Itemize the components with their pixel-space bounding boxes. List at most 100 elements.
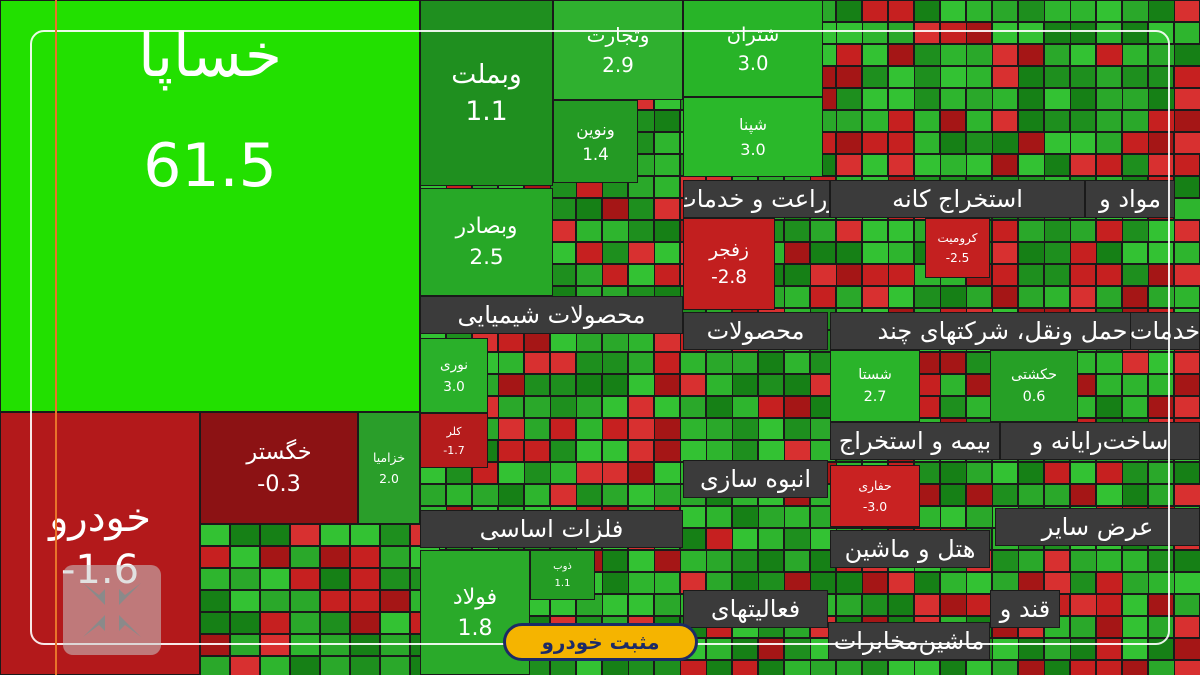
- stock-cell: [230, 546, 260, 568]
- stock-cell: [992, 44, 1018, 66]
- stock-cell: [888, 154, 914, 176]
- stock-cell: [602, 352, 628, 374]
- stock-cell: [1174, 132, 1200, 154]
- stock-cell: [654, 572, 680, 594]
- tile-change: 0.6: [1022, 389, 1046, 405]
- tile-change: 1.1: [554, 578, 571, 589]
- stock-cell: [1122, 44, 1148, 66]
- tile-symbol: کرومیت: [937, 231, 978, 245]
- stock-cell: [680, 374, 706, 396]
- stock-tile: زفجر 2.8-: [683, 218, 775, 310]
- stock-cell: [602, 484, 628, 506]
- stock-cell: [1096, 286, 1122, 308]
- stock-cell: [230, 590, 260, 612]
- tile-change: 2.7: [863, 389, 887, 405]
- stock-cell: [1148, 594, 1174, 616]
- stock-cell: [914, 110, 940, 132]
- stock-cell: [1122, 242, 1148, 264]
- tile-symbol: ذوب: [553, 561, 572, 572]
- stock-cell: [862, 22, 888, 44]
- stock-cell: [1044, 264, 1070, 286]
- stock-cell: [1096, 110, 1122, 132]
- stock-cell: [1070, 572, 1096, 594]
- stock-cell: [1070, 154, 1096, 176]
- stock-cell: [628, 352, 654, 374]
- stock-cell: [1174, 286, 1200, 308]
- stock-cell: [992, 88, 1018, 110]
- stock-cell: [1148, 242, 1174, 264]
- stock-cell: [1174, 44, 1200, 66]
- stock-cell: [320, 612, 350, 634]
- stock-cell: [1044, 550, 1070, 572]
- stock-cell: [914, 572, 940, 594]
- stock-tile: وبصادر 2.5: [420, 188, 553, 296]
- tile-symbol: کلر: [446, 424, 462, 438]
- tile-change: 1.7-: [443, 443, 465, 457]
- tile-symbol: خزامیا: [372, 450, 406, 465]
- stock-cell: [836, 286, 862, 308]
- stock-cell: [992, 462, 1018, 484]
- stock-cell: [446, 484, 472, 506]
- stock-cell: [888, 0, 914, 22]
- stock-cell: [1018, 462, 1044, 484]
- stock-cell: [230, 656, 260, 675]
- stock-cell: [230, 568, 260, 590]
- stock-cell: [862, 220, 888, 242]
- stock-cell: [992, 286, 1018, 308]
- stock-cell: [498, 484, 524, 506]
- stock-cell: [230, 612, 260, 634]
- stock-cell: [350, 590, 380, 612]
- frame: [30, 30, 1170, 645]
- stock-cell: [784, 220, 810, 242]
- tile-change: 2.5: [469, 245, 504, 270]
- stock-cell: [758, 550, 784, 572]
- stock-cell: [992, 154, 1018, 176]
- stock-cell: [1018, 484, 1044, 506]
- stock-cell: [940, 110, 966, 132]
- stock-tile: وتجارت 2.9: [553, 0, 683, 100]
- stock-cell: [784, 286, 810, 308]
- stock-cell: [1122, 374, 1148, 396]
- sector-header: محصولات شیمیایی: [420, 296, 683, 334]
- stock-tile: شپنا 3.0: [683, 97, 823, 177]
- stock-cell: [862, 594, 888, 616]
- stock-cell: [524, 374, 550, 396]
- tile-change: 2.8-: [711, 267, 747, 288]
- stock-cell: [940, 88, 966, 110]
- tile-change: 61.5: [143, 131, 277, 201]
- stock-cell: [260, 524, 290, 546]
- stock-cell: [888, 132, 914, 154]
- stock-cell: [784, 242, 810, 264]
- stock-cell: [1174, 594, 1200, 616]
- stock-cell: [350, 546, 380, 568]
- stock-cell: [966, 66, 992, 88]
- stock-cell: [706, 660, 732, 675]
- stock-cell: [1070, 22, 1096, 44]
- stock-cell: [350, 634, 380, 656]
- stock-cell: [628, 198, 654, 220]
- stock-tile: ذوب 1.1: [530, 550, 595, 600]
- stock-cell: [1174, 220, 1200, 242]
- stock-cell: [992, 242, 1018, 264]
- tile-symbol: فولاد: [452, 584, 498, 610]
- stock-cell: [200, 612, 230, 634]
- stock-cell: [654, 110, 680, 132]
- stock-cell: [1096, 242, 1122, 264]
- sector-header: فلزات اساسی: [420, 510, 683, 548]
- stock-cell: [200, 524, 230, 546]
- stock-cell: [576, 220, 602, 242]
- tile-symbol: زفجر: [709, 240, 749, 261]
- stock-cell: [524, 352, 550, 374]
- stock-cell: [1174, 484, 1200, 506]
- collapse-icon[interactable]: [63, 565, 161, 655]
- stock-cell: [524, 484, 550, 506]
- stock-cell: [350, 612, 380, 634]
- stock-cell: [810, 660, 836, 675]
- stock-cell: [1148, 132, 1174, 154]
- sector-header: بیمه و استخراج: [830, 422, 1000, 460]
- stock-cell: [654, 198, 680, 220]
- stock-cell: [1044, 66, 1070, 88]
- stock-cell: [200, 546, 230, 568]
- stock-tile: کلر 1.7-: [420, 413, 488, 468]
- stock-cell: [836, 154, 862, 176]
